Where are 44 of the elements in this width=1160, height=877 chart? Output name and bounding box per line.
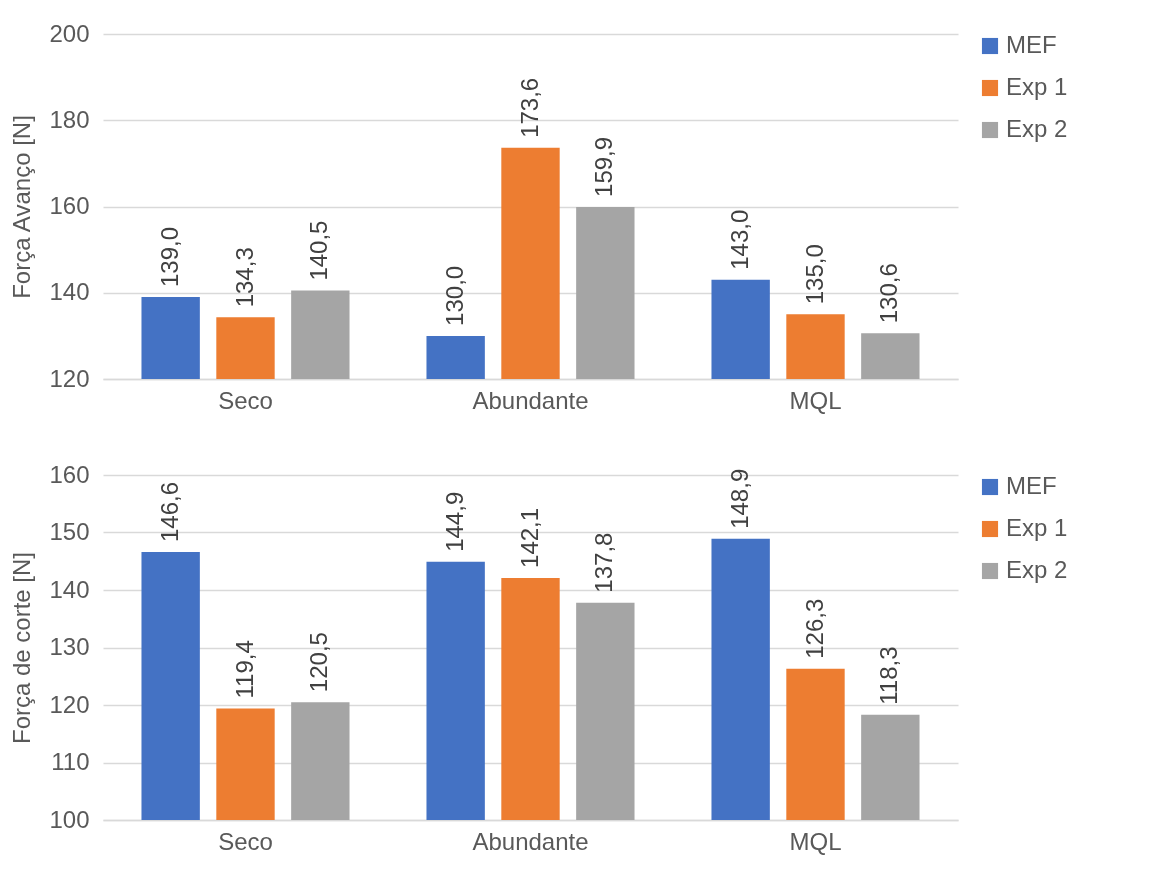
y-axis-title: Força de corte [N] (8, 551, 36, 745)
y-tick-label: 140 (49, 575, 90, 603)
data-label: 134,3 (230, 247, 258, 308)
x-tick-label: Abundante (472, 386, 589, 414)
data-label: 140,5 (305, 220, 333, 281)
data-label: 144,9 (440, 491, 468, 552)
y-tick-label: 110 (51, 748, 90, 775)
x-tick-label: Abundante (472, 827, 589, 855)
x-tick-label: MQL (789, 386, 842, 414)
y-tick-label: 100 (49, 805, 90, 833)
y-tick-label: 120 (49, 364, 90, 392)
data-label: 146,6 (155, 481, 183, 543)
data-label: 142,1 (515, 507, 543, 568)
data-label: 120,5 (305, 632, 333, 693)
y-tick-label: 130 (49, 633, 90, 660)
legend-label: MEF (1006, 31, 1057, 58)
data-label: 137,8 (590, 532, 618, 593)
y-tick-label: 150 (49, 518, 90, 545)
data-label: 148,9 (725, 468, 753, 529)
y-tick-label: 200 (49, 19, 90, 47)
data-label: 173,6 (515, 77, 543, 138)
data-label: 139,0 (155, 227, 183, 288)
x-tick-label: Seco (218, 827, 273, 855)
data-label: 126,3 (800, 598, 828, 659)
data-label: 130,0 (440, 265, 468, 326)
data-label: 135,0 (800, 244, 828, 305)
legend-label: Exp 2 (1006, 115, 1068, 142)
y-tick-label: 160 (49, 460, 90, 488)
y-tick-label: 120 (49, 690, 90, 718)
y-tick-label: 140 (49, 278, 90, 306)
y-axis-title: Força Avanço [N] (8, 115, 36, 299)
x-tick-label: Seco (218, 386, 273, 414)
data-label: 118,3 (875, 646, 903, 705)
legend-label: Exp 2 (1006, 556, 1068, 583)
legend-label: MEF (1006, 472, 1057, 499)
x-tick-label: MQL (789, 827, 842, 855)
y-tick-label: 180 (49, 105, 90, 133)
legend-label: Exp 1 (1006, 73, 1068, 100)
data-label: 119,4 (230, 640, 258, 699)
y-tick-label: 160 (49, 192, 90, 219)
legend-label: Exp 1 (1006, 514, 1068, 541)
data-label: 159,9 (590, 136, 618, 197)
data-label: 143,0 (725, 209, 753, 270)
data-label: 130,6 (875, 263, 903, 324)
